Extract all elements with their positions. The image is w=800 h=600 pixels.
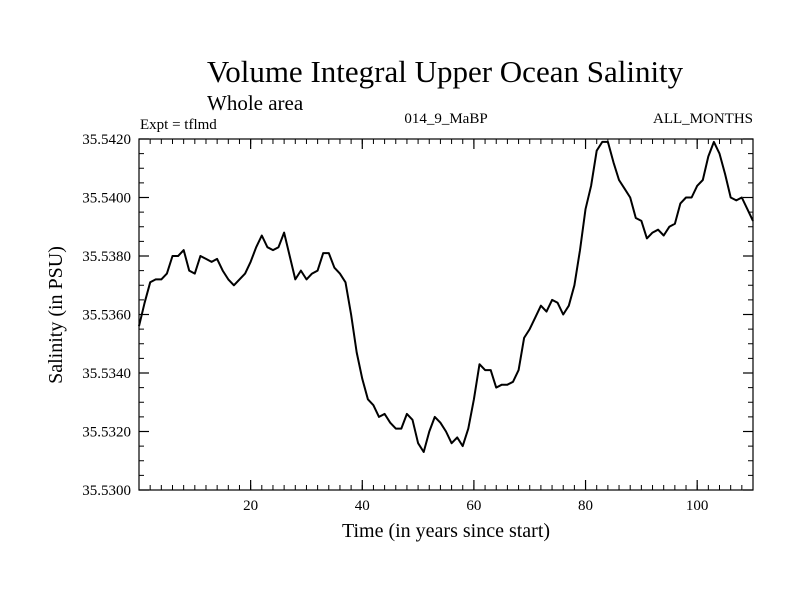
chart-title: Volume Integral Upper Ocean Salinity	[207, 54, 684, 89]
axis-ticks	[139, 138, 753, 491]
y-tick-label: 35.5420	[82, 132, 131, 148]
salinity-series-line	[138, 140, 754, 453]
y-tick-label: 35.5360	[82, 308, 131, 324]
chart-subtitle: Whole area	[207, 91, 304, 115]
y-tick-label: 35.5300	[82, 483, 131, 499]
expt-label: Expt = tflmd	[140, 117, 217, 133]
plot-frame	[138, 138, 754, 491]
center-label: 014_9_MaBP	[404, 111, 487, 127]
x-tick-label: 20	[243, 498, 258, 514]
axis-tick-labels: 20 40 60 80 100 35.5300 35.5320 35.5340 35.5360 3…	[82, 132, 708, 514]
x-tick-label: 80	[578, 498, 593, 514]
x-tick-label: 60	[466, 498, 481, 514]
y-tick-label: 35.5380	[82, 249, 131, 265]
x-tick-label: 100	[686, 498, 709, 514]
y-tick-label: 35.5400	[82, 191, 131, 207]
right-label: ALL_MONTHS	[653, 111, 753, 127]
y-tick-label: 35.5320	[82, 425, 131, 441]
y-tick-label: 35.5340	[82, 366, 131, 382]
x-axis-label: Time (in years since start)	[342, 520, 550, 542]
x-tick-label: 40	[355, 498, 370, 514]
y-axis-label: Salinity (in PSU)	[45, 246, 67, 384]
